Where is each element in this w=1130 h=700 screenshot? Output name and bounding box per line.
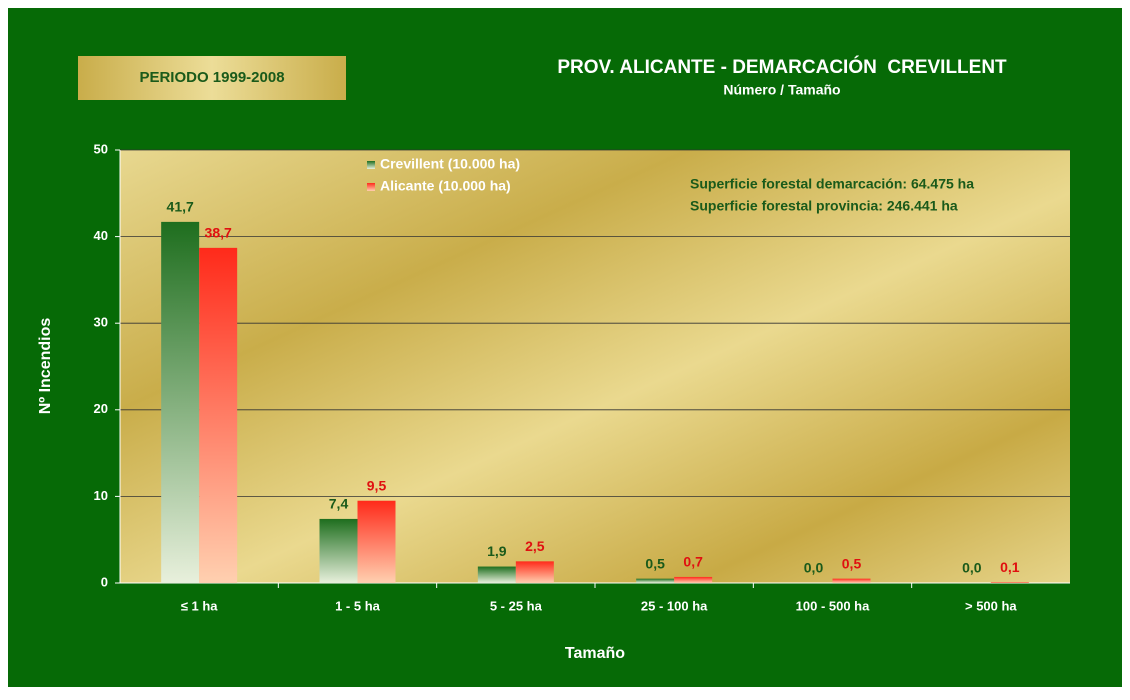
value-label: 0,1 bbox=[1000, 559, 1020, 575]
legend-label: Alicante (10.000 ha) bbox=[380, 178, 511, 194]
y-axis-label: Nº Incendios bbox=[37, 318, 54, 415]
annotation: Superficie forestal demarcación: 64.475 … bbox=[690, 176, 974, 192]
chart-subtitle: Número / Tamaño bbox=[723, 82, 840, 98]
plot-area bbox=[120, 150, 1070, 583]
bar bbox=[357, 500, 396, 583]
bar bbox=[199, 247, 238, 583]
value-label: 7,4 bbox=[329, 496, 349, 512]
value-label: 0,0 bbox=[962, 560, 982, 576]
chart-title: PROV. ALICANTE - DEMARCACIÓN CREVILLENT bbox=[557, 56, 1007, 78]
bar bbox=[477, 566, 516, 583]
x-tick-label: 1 - 5 ha bbox=[335, 598, 381, 613]
bar bbox=[161, 221, 200, 584]
x-tick-label: 5 - 25 ha bbox=[490, 598, 543, 613]
y-tick-label: 50 bbox=[94, 141, 108, 156]
period-box bbox=[78, 56, 346, 100]
y-tick-label: 30 bbox=[94, 315, 108, 330]
legend-swatch bbox=[367, 183, 375, 191]
x-tick-label: ≤ 1 ha bbox=[181, 598, 219, 613]
bar bbox=[832, 578, 871, 583]
value-label: 0,7 bbox=[683, 554, 703, 570]
legend-swatch bbox=[367, 161, 375, 169]
y-tick-label: 10 bbox=[94, 488, 108, 503]
value-label: 0,0 bbox=[804, 560, 824, 576]
y-tick-label: 20 bbox=[94, 401, 108, 416]
bar bbox=[636, 578, 675, 583]
x-tick-label: > 500 ha bbox=[965, 598, 1017, 613]
y-tick-label: 40 bbox=[94, 228, 108, 243]
legend-label: Crevillent (10.000 ha) bbox=[380, 156, 520, 172]
bar bbox=[319, 518, 358, 583]
bar bbox=[515, 561, 554, 583]
value-label: 2,5 bbox=[525, 538, 545, 554]
annotation: Superficie forestal provincia: 246.441 h… bbox=[690, 198, 958, 214]
value-label: 1,9 bbox=[487, 543, 507, 559]
x-axis-label: Tamaño bbox=[565, 645, 625, 662]
bar bbox=[990, 582, 1029, 583]
x-tick-label: 100 - 500 ha bbox=[796, 598, 870, 613]
value-label: 38,7 bbox=[205, 225, 232, 241]
y-tick-label: 0 bbox=[101, 574, 108, 589]
value-label: 0,5 bbox=[645, 555, 665, 571]
bar bbox=[674, 576, 713, 583]
x-tick-label: 25 - 100 ha bbox=[641, 598, 708, 613]
value-label: 0,5 bbox=[842, 555, 862, 571]
period: PERIODO 1999-2008 bbox=[139, 69, 284, 86]
value-label: 9,5 bbox=[367, 477, 387, 493]
value-label: 41,7 bbox=[167, 199, 194, 215]
